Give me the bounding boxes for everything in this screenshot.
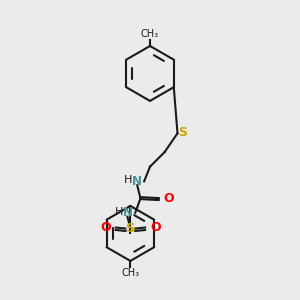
Text: CH₃: CH₃ xyxy=(121,268,140,278)
Text: S: S xyxy=(178,126,188,139)
Text: CH₃: CH₃ xyxy=(141,29,159,39)
Text: O: O xyxy=(150,221,160,234)
Text: H: H xyxy=(124,176,133,185)
Text: S: S xyxy=(126,222,135,235)
Text: N: N xyxy=(122,206,132,219)
Text: H: H xyxy=(114,207,123,217)
Text: O: O xyxy=(100,221,111,234)
Text: N: N xyxy=(132,175,142,188)
Text: O: O xyxy=(164,192,174,205)
